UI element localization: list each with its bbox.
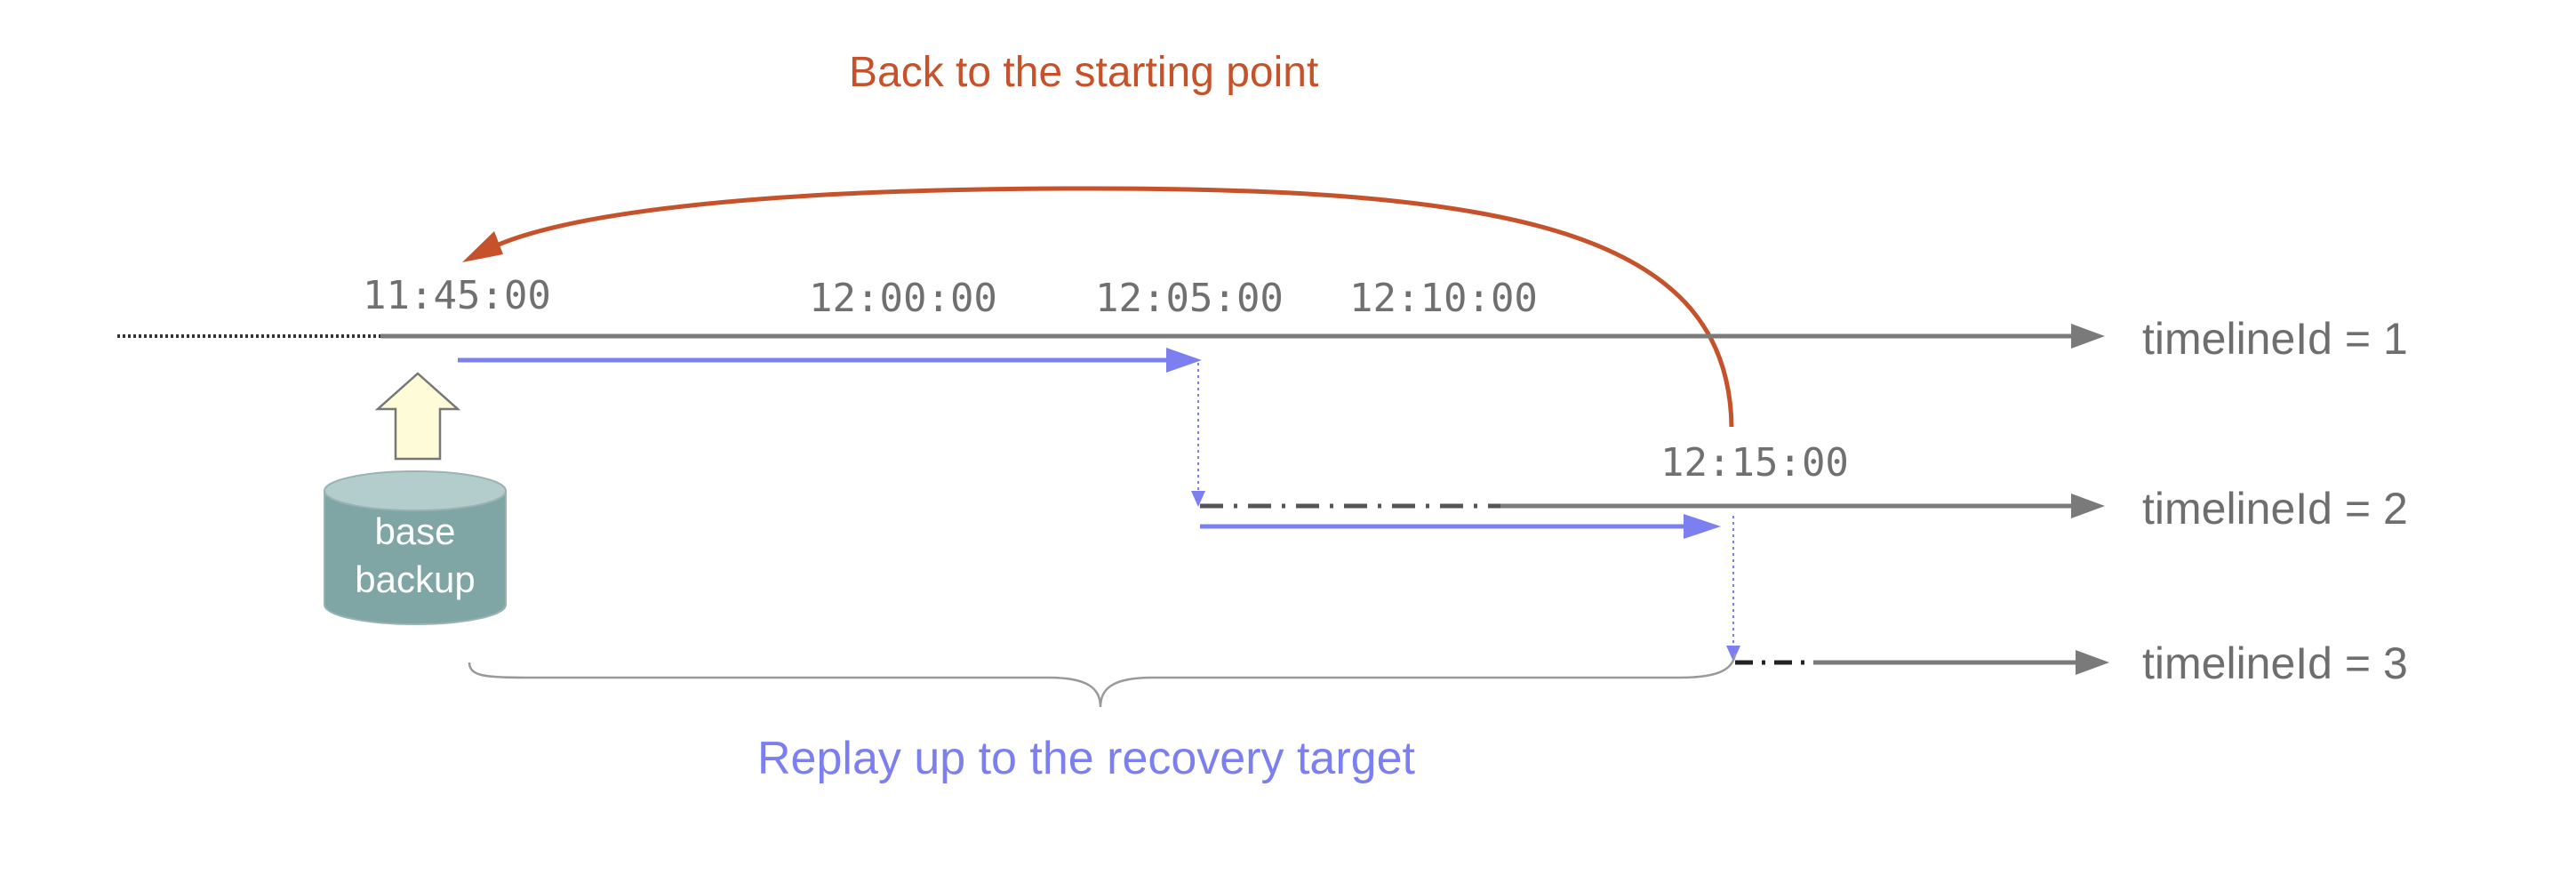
time-label-1145: 11:45:00	[363, 273, 551, 318]
base-backup-line1: base	[374, 510, 455, 552]
back-arrow-head	[462, 231, 503, 262]
timeline-3-label: timelineId = 3	[2142, 638, 2408, 688]
timeline-3-arrowhead	[2076, 650, 2109, 675]
replay-arrow-tl2-head	[1684, 514, 1721, 539]
time-label-1205: 12:05:00	[1095, 276, 1284, 321]
timeline-2-label: timelineId = 2	[2142, 484, 2408, 534]
time-label-1210: 12:10:00	[1349, 276, 1538, 321]
timeline-1-label: timelineId = 1	[2142, 314, 2408, 364]
timeline-2-arrowhead	[2071, 494, 2105, 518]
base-backup-line2: backup	[355, 558, 475, 600]
time-label-1215: 12:15:00	[1660, 440, 1849, 486]
up-arrow-icon	[378, 373, 458, 459]
replay-caption: Replay up to the recovery target	[757, 733, 1416, 784]
time-label-1200: 12:00:00	[809, 276, 997, 321]
replay-arrow-tl1-head	[1166, 348, 1202, 373]
replay-range-brace	[469, 654, 1735, 707]
back-caption: Back to the starting point	[849, 49, 1318, 96]
timeline-1-arrowhead	[2071, 324, 2105, 349]
